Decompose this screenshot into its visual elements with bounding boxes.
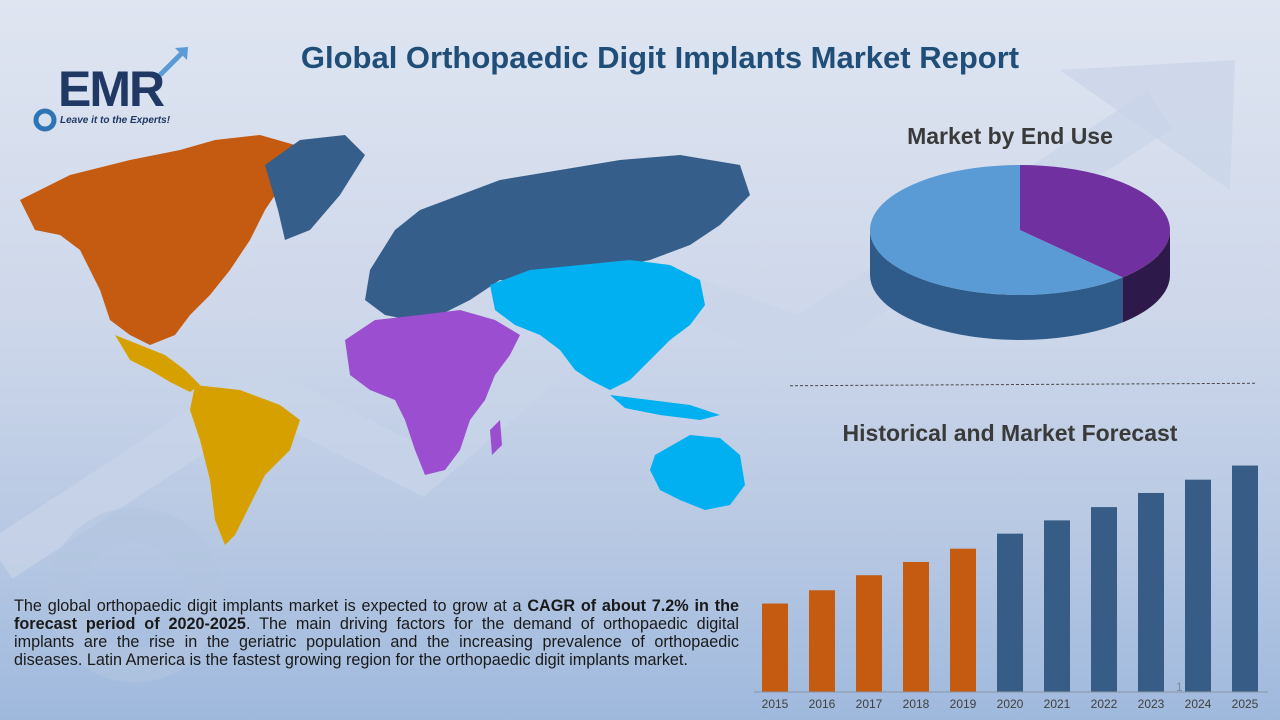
logo-graphic [33, 47, 188, 132]
x-tick-label: 2015 [762, 697, 789, 711]
bar-2021 [1044, 520, 1070, 692]
pie-side-minor [1122, 230, 1170, 323]
region-asia-pacific [490, 260, 705, 390]
x-tick-label: 2024 [1185, 697, 1212, 711]
end-use-pie-chart [870, 165, 1170, 340]
description-cagr: CAGR of about 7.2% in the forecast perio… [14, 597, 739, 633]
description-text-end: . The main driving factors for the deman… [14, 615, 739, 669]
page-title: Global Orthopaedic Digit Implants Market… [300, 40, 1020, 75]
bar-2022 [1091, 507, 1117, 692]
bar-2019 [950, 548, 976, 692]
x-tick-label: 2025 [1232, 697, 1259, 711]
logo-tagline: Leave it to the Experts! [60, 115, 171, 126]
bar-2023 [1138, 492, 1164, 692]
region-south-america [190, 385, 300, 545]
x-tick-label: 2022 [1091, 697, 1118, 711]
region-indonesia [610, 395, 720, 420]
world-map [20, 135, 750, 545]
bar-2020 [997, 533, 1023, 692]
emr-logo: EMR Leave it to the Experts! [30, 45, 200, 135]
x-tick-label: 2019 [950, 697, 977, 711]
page-number: 1 [1176, 680, 1183, 694]
pie-side-major [870, 230, 1123, 340]
x-tick-label: 2018 [903, 697, 930, 711]
region-greenland [265, 135, 365, 240]
region-australia [650, 435, 745, 510]
bar-2025 [1232, 465, 1258, 692]
forecast-bar-chart: 2015 2016 2017 2018 2019 2020 2021 2022 2023 2024… [754, 465, 1268, 711]
x-tick-label: 2016 [809, 697, 836, 711]
region-central-america [115, 335, 200, 392]
pie-slice-minor [1020, 165, 1170, 278]
bar-2018 [903, 561, 929, 692]
region-north-america [20, 135, 295, 345]
bar-2015 [762, 603, 788, 692]
x-tick-label: 2017 [856, 697, 883, 711]
x-tick-label: 2020 [997, 697, 1024, 711]
x-tick-label: 2021 [1044, 697, 1071, 711]
market-description: The global orthopaedic digit implants ma… [14, 597, 739, 669]
description-text: The global orthopaedic digit implants ma… [14, 597, 528, 615]
bar-2024 [1185, 479, 1211, 692]
region-europe-russia [365, 155, 750, 320]
bar-2017 [856, 575, 882, 692]
x-tick-label: 2023 [1138, 697, 1165, 711]
region-africa-middle-east [345, 310, 520, 475]
pie-slice-major [870, 165, 1123, 295]
bar-2016 [809, 590, 835, 692]
pie-title: Market by End Use [907, 123, 1113, 149]
bar-chart-title: Historical and Market Forecast [842, 420, 1178, 446]
logo-name: EMR [58, 61, 165, 117]
region-madagascar [490, 420, 502, 455]
